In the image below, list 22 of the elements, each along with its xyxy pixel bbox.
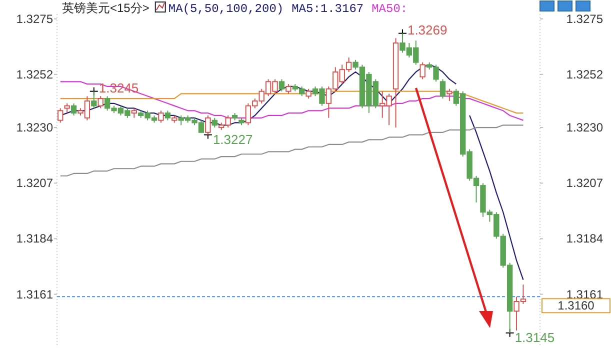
annotation: 1.3227 [212,132,253,147]
y-tick-label: 1.3161 [16,287,54,302]
annotation: MA5:1.3167 [292,2,364,16]
y-tick-label: 1.3252 [16,67,54,82]
annotation: MA50: [372,2,408,16]
y2-tick-label: 1.3161 [566,287,604,302]
y-tick-label: 1.3230 [16,120,54,135]
line-series [60,124,524,176]
annotation: 1.3269 [407,22,448,38]
ref-line-label: 1.3160 [558,298,595,313]
y2-tick-label: 1.3275 [566,12,604,26]
y-tick-label: 1.3207 [16,176,54,190]
chart-title: 英镑美元<15分> [62,1,150,15]
annotation: 1.3145 [514,330,555,345]
y2-tick-label: 1.3252 [566,67,604,82]
y2-tick-label: 1.3184 [566,232,604,246]
y2-tick-label: 1.3207 [566,176,604,190]
y-tick-label: 1.3275 [16,12,54,26]
chart-subtitle: MA(5,50,100,200) [168,2,284,16]
y-tick-label: 1.3184 [16,232,54,246]
y2-tick-label: 1.3230 [566,120,604,135]
candlestick [392,38,399,128]
